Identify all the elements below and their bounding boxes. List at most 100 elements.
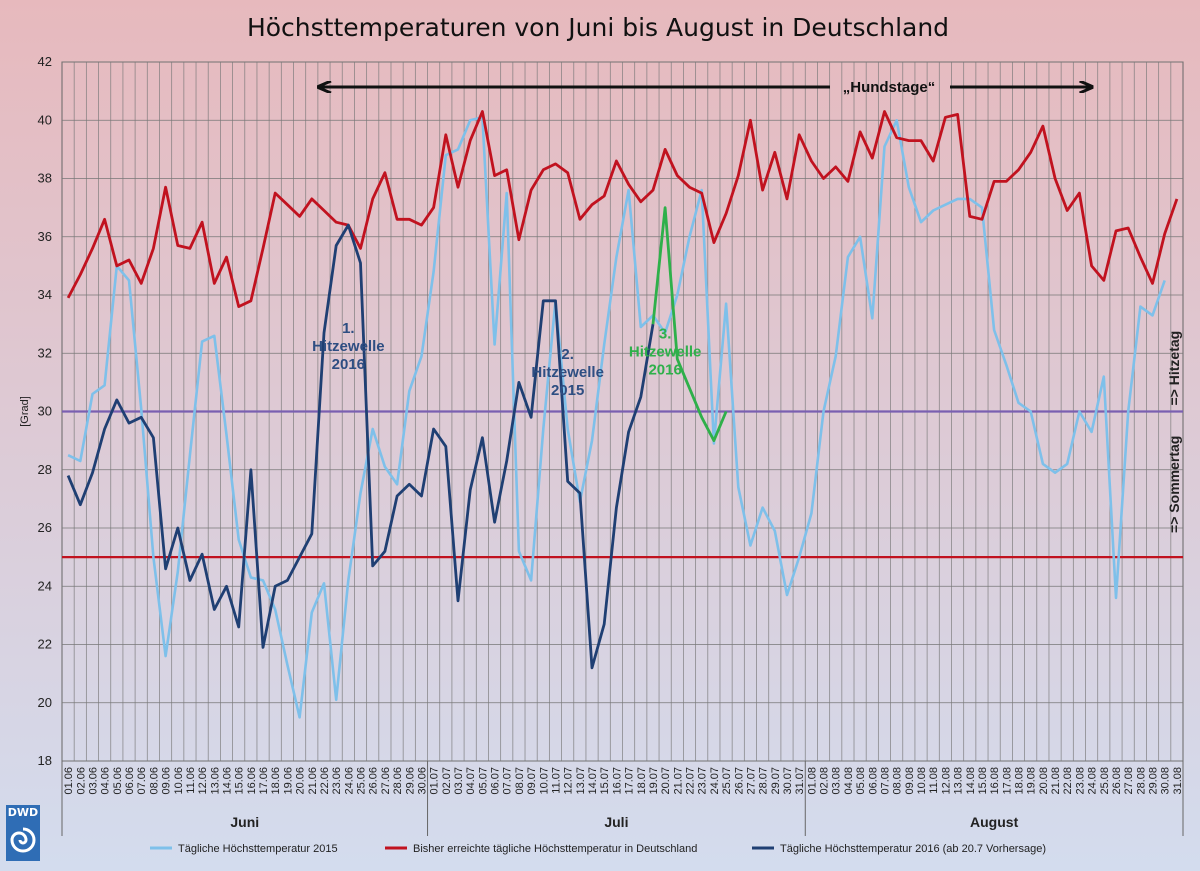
x-tick-label: 20.07	[660, 767, 672, 795]
x-tick-label: 26.08	[1111, 767, 1123, 795]
annotation-hitzewelle-3-2016-line: Hitzewelle	[629, 344, 702, 361]
x-tick-label: 06.06	[124, 767, 136, 795]
x-tick-label: 25.06	[356, 767, 368, 795]
x-tick-label: 29.08	[1148, 767, 1160, 795]
y-tick-label: 34	[38, 287, 52, 302]
y-tick-label: 38	[38, 171, 52, 186]
x-tick-label: 08.07	[514, 767, 526, 795]
x-tick-label: 29.07	[770, 767, 782, 795]
legend-label: Bisher erreichte tägliche Höchsttemperat…	[413, 843, 697, 855]
x-tick-label: 03.06	[87, 767, 99, 795]
x-tick-label: 19.08	[1026, 767, 1038, 795]
x-tick-label: 31.08	[1172, 767, 1184, 795]
x-tick-label: 28.07	[758, 767, 770, 795]
y-tick-label: 20	[38, 695, 52, 710]
x-tick-label: 20.06	[295, 767, 307, 795]
dwd-logo: DWD	[6, 805, 40, 863]
x-tick-label: 24.06	[343, 767, 355, 795]
x-tick-label: 03.08	[831, 767, 843, 795]
y-tick-label: 30	[38, 404, 52, 419]
x-tick-label: 15.07	[599, 767, 611, 795]
x-tick-label: 27.08	[1123, 767, 1135, 795]
y-tick-label: 26	[38, 520, 52, 535]
x-tick-label: 13.08	[953, 767, 965, 795]
x-tick-label: 04.07	[465, 767, 477, 795]
x-tick-label: 28.08	[1135, 767, 1147, 795]
x-tick-label: 27.07	[745, 767, 757, 795]
x-tick-label: 18.07	[636, 767, 648, 795]
x-tick-label: 23.07	[697, 767, 709, 795]
x-tick-label: 10.07	[538, 767, 550, 795]
series-line-s2015	[67, 116, 1166, 719]
x-tick-label: 05.08	[855, 767, 867, 795]
x-tick-label: 26.07	[733, 767, 745, 795]
dwd-logo-text: DWD	[6, 805, 40, 821]
chart-title: Höchsttemperaturen von Juni bis August i…	[247, 13, 949, 42]
x-tick-label: 27.06	[380, 767, 392, 795]
x-tick-label: 08.08	[892, 767, 904, 795]
x-tick-label: 02.06	[75, 767, 87, 795]
x-tick-label: 01.07	[429, 767, 441, 795]
x-tick-label: 16.08	[989, 767, 1001, 795]
x-tick-label: 08.06	[148, 767, 160, 795]
dwd-swirl-icon	[6, 821, 40, 861]
x-tick-label: 30.07	[782, 767, 794, 795]
x-tick-label: 09.06	[161, 767, 173, 795]
annotation-hitzewelle-1-2016-line: Hitzewelle	[312, 338, 385, 355]
x-tick-label: 26.06	[368, 767, 380, 795]
x-tick-label: 05.06	[112, 767, 124, 795]
x-tick-label: 04.08	[843, 767, 855, 795]
x-tick-label: 05.07	[477, 767, 489, 795]
month-label: August	[970, 814, 1019, 830]
y-tick-label: 36	[38, 229, 52, 244]
x-tick-label: 25.07	[721, 767, 733, 795]
annotation-hitzewelle-3-2016-line: 3.	[659, 326, 672, 343]
annotation-hitzewelle-1-2016-line: 2016	[332, 356, 365, 373]
x-tick-label: 28.06	[392, 767, 404, 795]
x-tick-label: 19.06	[282, 767, 294, 795]
y-axis-label: [Grad]	[19, 396, 31, 427]
threshold-label-sommertag: => Sommertag	[1166, 436, 1182, 533]
annotation-hundstage: „Hundstage“	[843, 79, 936, 96]
y-tick-label: 24	[38, 578, 52, 593]
x-tick-label: 24.07	[709, 767, 721, 795]
x-tick-label: 22.08	[1062, 767, 1074, 795]
x-tick-label: 09.07	[526, 767, 538, 795]
x-tick-label: 17.08	[1001, 767, 1013, 795]
x-tick-label: 14.07	[587, 767, 599, 795]
y-tick-label: 28	[38, 462, 52, 477]
x-tick-label: 23.08	[1074, 767, 1086, 795]
x-tick-label: 14.06	[221, 767, 233, 795]
x-tick-label: 21.06	[307, 767, 319, 795]
y-tick-label: 22	[38, 637, 52, 652]
x-tick-label: 01.06	[63, 767, 75, 795]
y-tick-label: 18	[38, 753, 52, 768]
annotation-hitzewelle-1-2016-line: 1.	[342, 320, 355, 337]
x-tick-label: 09.08	[904, 767, 916, 795]
x-tick-label: 18.06	[270, 767, 282, 795]
x-tick-label: 06.08	[867, 767, 879, 795]
month-label: Juni	[230, 814, 259, 830]
x-tick-label: 15.06	[234, 767, 246, 795]
x-tick-label: 16.07	[611, 767, 623, 795]
x-tick-label: 10.08	[916, 767, 928, 795]
month-label: Juli	[604, 814, 628, 830]
x-tick-label: 21.08	[1050, 767, 1062, 795]
x-tick-label: 01.08	[806, 767, 818, 795]
x-tick-label: 30.08	[1160, 767, 1172, 795]
x-tick-label: 22.07	[685, 767, 697, 795]
x-tick-label: 20.08	[1038, 767, 1050, 795]
x-tick-label: 10.06	[173, 767, 185, 795]
x-tick-label: 13.07	[575, 767, 587, 795]
x-tick-label: 31.07	[794, 767, 806, 795]
series-line-s2016	[66, 223, 655, 670]
x-tick-label: 12.06	[197, 767, 209, 795]
x-tick-label: 04.06	[100, 767, 112, 795]
x-tick-label: 30.06	[416, 767, 428, 795]
x-tick-label: 12.07	[563, 767, 575, 795]
x-tick-label: 19.07	[648, 767, 660, 795]
x-tick-label: 22.06	[319, 767, 331, 795]
x-tick-label: 15.08	[977, 767, 989, 795]
x-tick-label: 13.06	[209, 767, 221, 795]
